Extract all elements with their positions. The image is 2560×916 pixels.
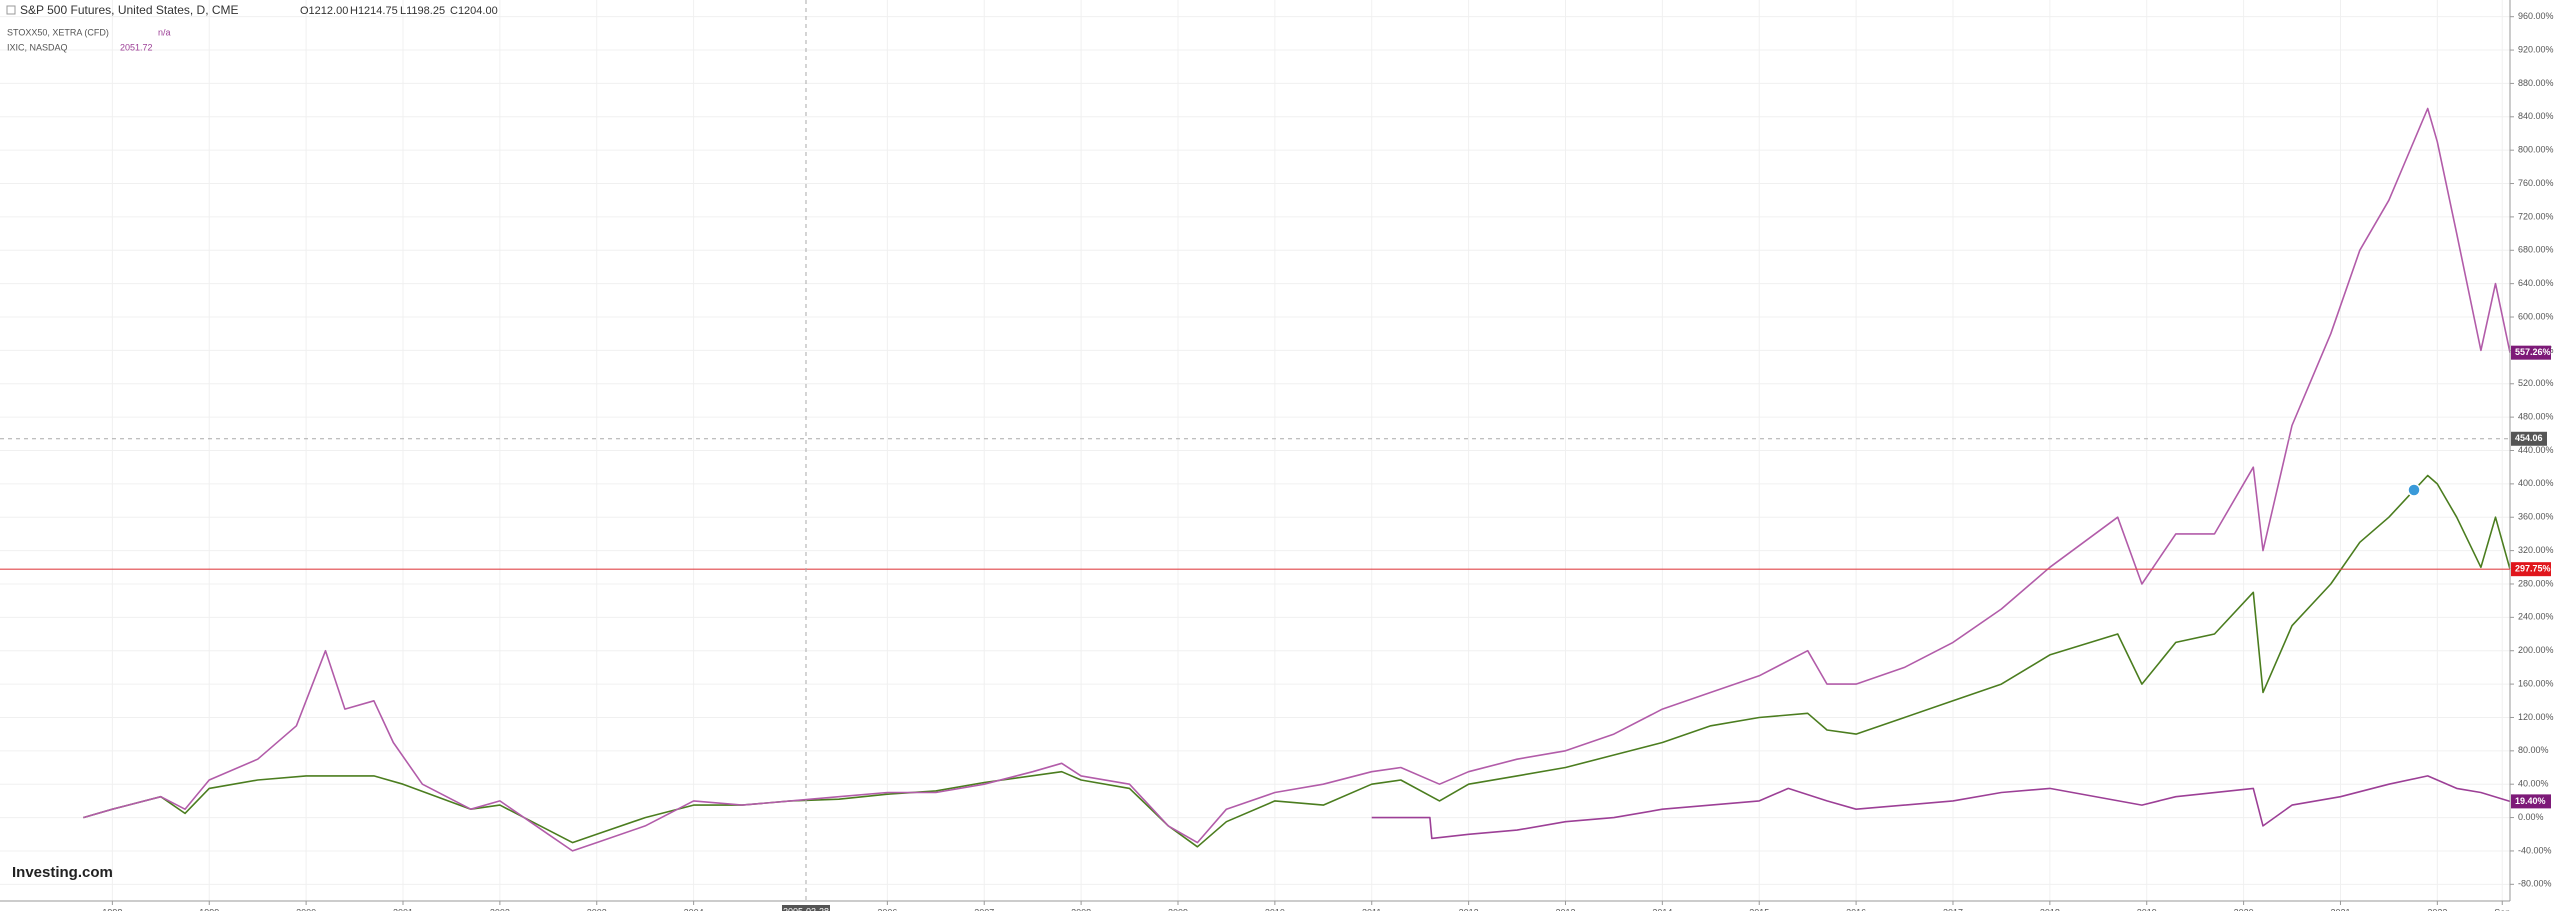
end-label: 557.26%: [2515, 347, 2551, 357]
legend-sp500: S&P 500 Futures, United States, D, CME: [20, 3, 239, 17]
x-tick-label: 2008: [1071, 907, 1091, 911]
ixic-last: 2051.72: [120, 42, 153, 52]
y-tick-label: 200.00%: [2518, 645, 2554, 655]
crosshair-y-label: 454.06: [2515, 433, 2543, 443]
y-tick-label: 0.00%: [2518, 812, 2544, 822]
x-tick-label: 2016: [1846, 907, 1866, 911]
y-tick-label: 800.00%: [2518, 145, 2554, 155]
ohlc-high: H1214.75: [350, 5, 398, 17]
x-tick-label: 1998: [102, 907, 122, 911]
end-label-box: [2511, 345, 2551, 360]
ohlc-low: L1198.25: [400, 5, 445, 17]
x-tick-label: 2012: [1459, 907, 1479, 911]
y-tick-label: -40.00%: [2518, 845, 2552, 855]
y-tick-label: 80.00%: [2518, 745, 2549, 755]
crosshair-x-label: 2005-02-28: [783, 906, 829, 911]
x-tick-label: 2010: [1265, 907, 1285, 911]
y-tick-label: 480.00%: [2518, 412, 2554, 422]
y-tick-label: 760.00%: [2518, 178, 2554, 188]
x-tick-label: Sep: [2494, 907, 2510, 911]
series-line: [83, 107, 2511, 852]
x-tick-label: 2013: [1555, 907, 1575, 911]
series-line: [83, 474, 2511, 848]
y-tick-label: 40.00%: [2518, 779, 2549, 789]
x-tick-label: 2018: [2040, 907, 2060, 911]
x-tick-label: 2001: [393, 907, 413, 911]
y-tick-label: 720.00%: [2518, 211, 2554, 221]
x-tick-label: 2017: [1943, 907, 1963, 911]
x-tick-label: 2009: [1168, 907, 1188, 911]
collapse-icon[interactable]: [6, 5, 16, 15]
x-tick-label: 2022: [2427, 907, 2447, 911]
y-tick-label: 320.00%: [2518, 545, 2554, 555]
legend-ixic: IXIC, NASDAQ: [7, 42, 68, 52]
y-tick-label: 280.00%: [2518, 578, 2554, 588]
y-tick-label: 440.00%: [2518, 445, 2554, 455]
y-tick-label: -80.00%: [2518, 879, 2552, 889]
x-tick-label: 2021: [2330, 907, 2350, 911]
x-tick-label: 2020: [2234, 907, 2254, 911]
event-marker[interactable]: [2407, 483, 2421, 497]
x-tick-label: 2019: [2137, 907, 2157, 911]
end-label-box: [2511, 794, 2551, 809]
grid: [0, 0, 2510, 901]
y-tick-label: 680.00%: [2518, 245, 2554, 255]
legend-stoxx: STOXX50, XETRA (CFD): [7, 27, 109, 37]
y-tick-label: 520.00%: [2518, 378, 2554, 388]
x-tick-label: 1999: [199, 907, 219, 911]
x-tick-label: 2003: [587, 907, 607, 911]
x-tick-label: 2014: [1652, 907, 1672, 911]
x-tick-label: 2004: [684, 907, 704, 911]
y-tick-label: 120.00%: [2518, 712, 2554, 722]
end-label-box: [2511, 562, 2551, 577]
y-tick-label: 960.00%: [2518, 11, 2554, 21]
y-tick-label: 640.00%: [2518, 278, 2554, 288]
y-tick-label: 240.00%: [2518, 612, 2554, 622]
logo: Investing.com: [12, 864, 113, 881]
series-line: [1371, 775, 2511, 840]
end-label: 297.75%: [2515, 564, 2551, 574]
x-tick-label: 2000: [296, 907, 316, 911]
y-tick-label: 360.00%: [2518, 512, 2554, 522]
x-tick-label: 2002: [490, 907, 510, 911]
y-tick-label: 400.00%: [2518, 478, 2554, 488]
lines: [83, 107, 2511, 852]
end-label: 19.40%: [2515, 796, 2546, 806]
x-tick-label: 2011: [1362, 907, 1381, 911]
crosshair-y-box: [2511, 431, 2547, 446]
y-tick-label: 600.00%: [2518, 311, 2554, 321]
stoxx-last: n/a: [158, 27, 171, 37]
y-tick-label: 160.00%: [2518, 678, 2554, 688]
ohlc-open: O1212.00: [300, 5, 348, 17]
ohlc-close: C1204.00: [450, 5, 498, 17]
x-tick-label: 2006: [877, 907, 897, 911]
y-tick-label: 920.00%: [2518, 44, 2554, 54]
x-tick-label: 2015: [1749, 907, 1769, 911]
x-tick-label: 2007: [974, 907, 994, 911]
y-tick-label: 840.00%: [2518, 111, 2554, 121]
y-tick-label: 880.00%: [2518, 78, 2554, 88]
